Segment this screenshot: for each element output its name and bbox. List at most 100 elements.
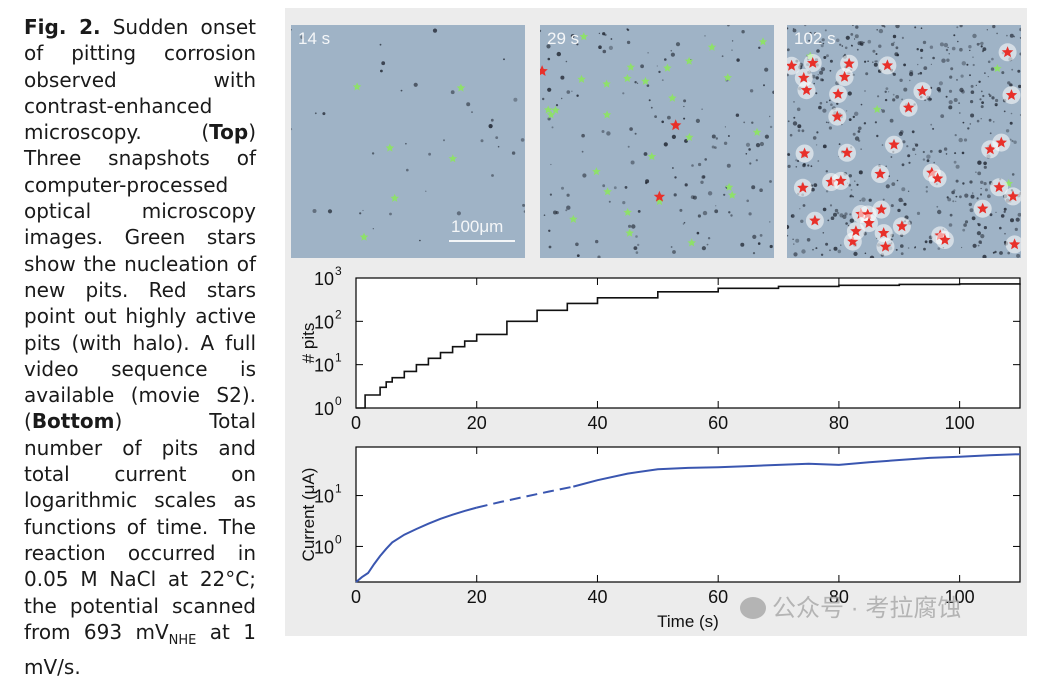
pit-dot: [850, 33, 854, 36]
green-star-icon: [359, 232, 369, 241]
red-star-icon: [888, 138, 900, 150]
pit-dot: [988, 93, 990, 95]
pit-dot: [829, 249, 831, 252]
pit-dot: [992, 251, 995, 254]
pit-dot: [379, 43, 382, 46]
pit-dot: [995, 98, 999, 103]
pit-dot: [291, 128, 293, 131]
pit-dot: [800, 219, 804, 223]
pit-dot: [797, 124, 802, 129]
y-axis-label: # pits: [299, 323, 318, 364]
pit-dot: [819, 70, 824, 75]
pit-dot: [576, 94, 579, 97]
pit-dot: [726, 163, 731, 168]
pit-dot: [920, 48, 924, 52]
pit-dot: [829, 59, 833, 63]
pit-dot: [1016, 253, 1021, 258]
pit-dot: [636, 82, 639, 84]
pit-dot: [848, 174, 852, 178]
pit-dot: [764, 67, 769, 72]
pit-dot: [930, 63, 932, 65]
pit-dot: [556, 51, 561, 57]
green-star-icon: [655, 197, 664, 206]
pit-dot: [542, 97, 545, 101]
pit-dot: [903, 63, 906, 67]
green-star-icon: [623, 74, 632, 83]
pit-dot: [892, 34, 897, 39]
pit-dot: [899, 78, 903, 82]
pit-dot: [707, 191, 713, 196]
pit-dot: [839, 43, 842, 46]
pit-dot: [867, 39, 872, 44]
pit-dot: [1007, 81, 1011, 85]
pit-dot: [314, 112, 317, 115]
pit-dot: [999, 226, 1002, 230]
pit-dot: [830, 103, 833, 106]
pit-dot: [863, 41, 865, 44]
pit-dot: [1001, 71, 1005, 75]
pit-dot: [925, 185, 928, 189]
pit-dot: [829, 69, 832, 72]
pit-dot: [1000, 214, 1005, 218]
pit-dot: [595, 239, 599, 244]
y-tick-label: 10: [314, 312, 334, 332]
pit-dot: [670, 246, 673, 248]
pit-dot: [551, 126, 554, 129]
red-star-icon: [831, 110, 843, 122]
pit-dot: [822, 108, 827, 113]
pit-dot: [955, 164, 960, 169]
pit-dot: [635, 251, 639, 254]
pit-dot: [480, 139, 484, 143]
pit-dot: [890, 156, 893, 158]
pit-dot: [909, 79, 911, 82]
pit-dot: [953, 98, 958, 102]
pit-dot: [561, 97, 563, 100]
red-star-icon: [1008, 238, 1021, 250]
pit-dot: [948, 89, 953, 93]
green-star-icon: [684, 56, 694, 65]
pit-dot: [490, 118, 494, 122]
pit-dot: [984, 72, 986, 74]
pit-dot: [821, 38, 825, 42]
pit-dot: [826, 54, 829, 58]
pit-dot: [884, 98, 888, 102]
pit-dot: [769, 180, 772, 183]
pit-dot: [885, 184, 890, 189]
pit-dot: [806, 238, 811, 242]
red-star-icon: [1005, 89, 1018, 100]
pit-dot: [889, 118, 894, 123]
pit-dot: [1019, 37, 1021, 39]
red-star-icon: [807, 57, 819, 68]
pit-dot: [787, 224, 790, 230]
green-star-icon: [390, 193, 399, 202]
pit-dot: [1003, 210, 1006, 213]
pit-dot: [983, 165, 987, 169]
x-tick-label: 40: [587, 413, 607, 433]
pit-dot: [983, 226, 987, 230]
pit-dot: [796, 107, 801, 112]
pit-dot: [679, 208, 683, 212]
pit-dot: [854, 34, 859, 39]
pit-dot: [769, 244, 773, 249]
pit-dot: [661, 120, 664, 124]
pit-dot: [511, 151, 516, 155]
pit-dot: [706, 243, 709, 246]
pit-dot: [884, 90, 887, 94]
pit-dot: [822, 207, 827, 212]
pit-dot: [933, 161, 935, 164]
x-tick-label: 100: [945, 413, 975, 433]
pit-dot: [923, 247, 926, 251]
pit-dot: [883, 25, 886, 28]
pit-dot: [854, 38, 856, 40]
pit-dot: [970, 100, 974, 104]
pit-dot: [925, 190, 928, 193]
pit-dot: [736, 58, 740, 62]
pit-dot: [795, 159, 798, 162]
pit-dot: [792, 121, 798, 126]
pit-dot: [834, 208, 839, 213]
pit-dot: [1003, 207, 1007, 211]
pit-dot: [917, 63, 919, 66]
pit-dot: [978, 80, 981, 83]
pit-dot: [425, 190, 427, 192]
